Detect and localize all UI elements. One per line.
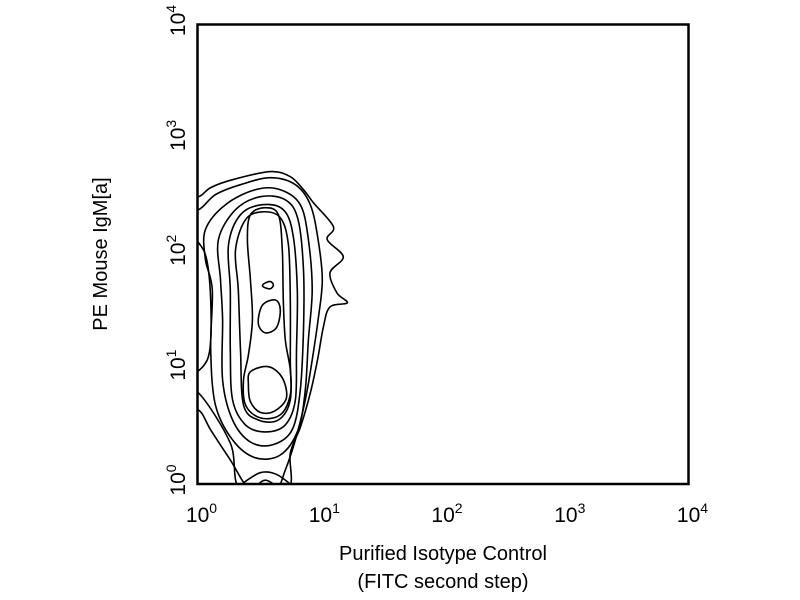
x-tick-label: 102 (431, 500, 462, 527)
contour-line (257, 299, 282, 334)
x-tick-label: 101 (309, 500, 340, 527)
contour-line (261, 280, 275, 290)
x-axis-label-line2: (FITC second step) (357, 571, 528, 593)
plot-frame (196, 23, 690, 486)
y-tick-labels: 100 101 102 103 104 (163, 5, 190, 496)
contour-line (242, 206, 293, 420)
y-tick-label: 104 (163, 5, 190, 36)
x-tick-label: 104 (677, 500, 708, 527)
y-axis-label: PE Mouse IgM[a] (90, 177, 112, 330)
x-axis-label-line1: Purified Isotype Control (339, 543, 547, 565)
y-tick-label: 102 (163, 235, 190, 266)
x-tick-label: 103 (554, 500, 585, 527)
y-tick-label: 103 (163, 120, 190, 151)
contour-line (242, 471, 291, 483)
y-tick-label: 100 (163, 464, 190, 495)
contour-line (258, 479, 274, 483)
contour-line (227, 203, 299, 433)
contour-group (198, 170, 349, 483)
contour-line (247, 365, 288, 415)
x-tick-labels: 100 101 102 103 104 (186, 500, 708, 527)
x-tick-label: 100 (186, 500, 217, 527)
y-tick-label: 101 (163, 349, 190, 380)
contour-line (216, 195, 305, 447)
contour-line (198, 240, 212, 373)
contour-line (198, 176, 324, 483)
